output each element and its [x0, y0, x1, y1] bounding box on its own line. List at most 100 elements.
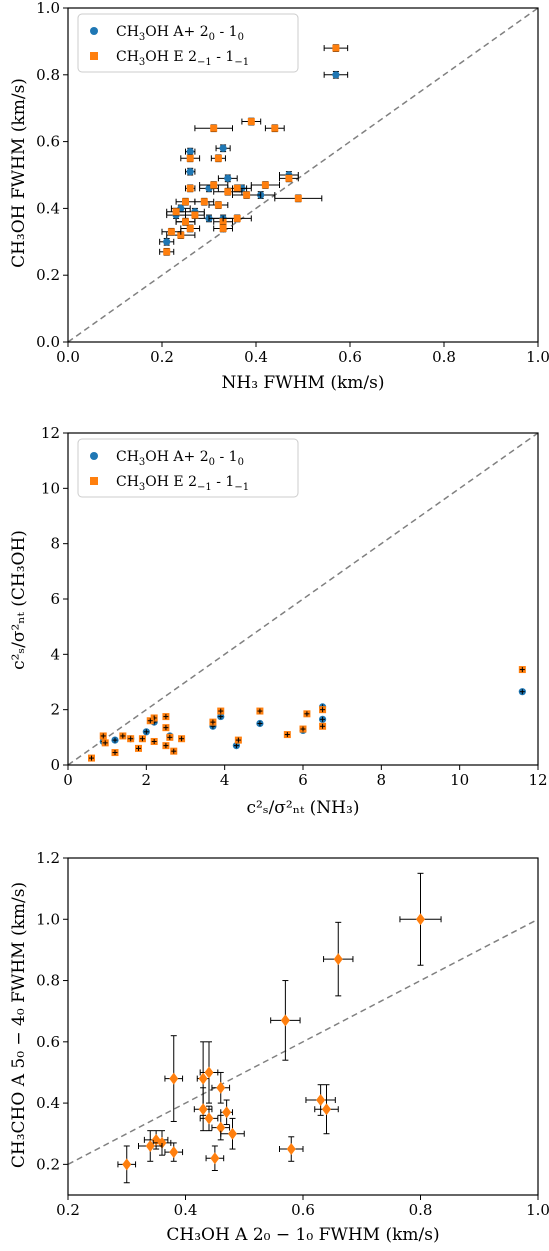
square-marker — [224, 188, 232, 196]
circle-marker — [219, 144, 227, 152]
panel-1-x-tick-label: 0.0 — [56, 348, 80, 366]
panel-1-x-tick-label: 1.0 — [526, 348, 549, 366]
panel-3-series-1-point — [279, 1136, 304, 1162]
panel-3-x-tick-label: 1.0 — [526, 1201, 549, 1219]
square-marker — [214, 201, 222, 209]
diamond-marker — [204, 1066, 214, 1079]
panel-1-series-2-point — [250, 181, 280, 189]
square-marker — [210, 124, 218, 132]
panel-2-series-2-point — [138, 735, 146, 743]
panel-3-series-1-point — [205, 1145, 225, 1171]
panel-2-legend-entry: CH3OH A+ 20 - 10 — [116, 449, 244, 468]
panel-2-series-2-point — [319, 706, 327, 714]
panel-1-axes-frame — [67, 7, 539, 343]
panel-2-x-tick-label: 8 — [377, 771, 387, 789]
panel-2-series-1-point — [142, 728, 150, 736]
diamond-marker — [198, 1072, 208, 1085]
panel-2-series-2-point — [99, 732, 107, 740]
panel-2-y-tick-label: 12 — [41, 424, 60, 442]
panel-2-y-tick-label: 0 — [50, 756, 60, 774]
panel-1-series-2-point — [161, 227, 182, 236]
panel-1-series-2-point — [323, 44, 349, 52]
square-marker — [167, 228, 175, 236]
panel-2-legend-square-swatch — [90, 477, 98, 485]
square-marker — [219, 224, 227, 232]
square-marker — [172, 208, 180, 216]
panel-2-series-1-point — [111, 736, 119, 744]
panel-2-series-2-point — [217, 707, 225, 715]
panel-1-fwhm-comparison: NH₃ FWHM (km/s) CH₃OH FWHM (km/s) 0.0 0.2… — [9, 0, 549, 393]
panel-1-x-tick-label: 0.2 — [150, 348, 174, 366]
panel-2-x-tick-label: 2 — [142, 771, 152, 789]
panel-1-series-2-point — [180, 154, 201, 163]
panel-2-series-2-point — [283, 731, 291, 739]
panel-1-y-tick-label: 0.6 — [36, 133, 60, 151]
panel-1-series-2-point — [185, 184, 196, 193]
square-marker — [294, 194, 302, 202]
panel-2-series-2-point — [150, 737, 158, 745]
panel-1-series-2-point — [222, 214, 252, 223]
panel-3-series-1-point — [305, 1084, 336, 1116]
panel-3-ch3cho-vs-ch3oh: CH₃OH A 2₀ − 1₀ FWHM (km/s) CH₃CHO A 5₀ … — [9, 849, 549, 1245]
square-marker — [191, 211, 199, 219]
panel-3-series-1-point — [164, 1142, 184, 1162]
diamond-marker — [316, 1094, 326, 1107]
panel-2-series-2-point — [127, 735, 135, 743]
panel-3-x-tick-label: 0.2 — [56, 1201, 80, 1219]
panel-2-series-2-point — [135, 744, 142, 752]
panel-1-y-tick-label: 0.4 — [36, 199, 60, 217]
panel-1-series-2-point — [166, 207, 186, 216]
square-marker — [177, 231, 185, 239]
panel-2-series-1-point — [217, 712, 225, 721]
diamond-marker — [416, 913, 425, 926]
panel-3-series-1-point — [138, 1130, 163, 1162]
panel-3-x-axis-label: CH₃OH A 2₀ − 1₀ FWHM (km/s) — [166, 1225, 439, 1245]
panel-2-x-tick-label: 12 — [528, 771, 547, 789]
diamond-marker — [286, 1143, 296, 1156]
panel-1-series-2-point — [194, 124, 233, 133]
panel-1-series-2-point — [208, 201, 229, 209]
panel-2-series-2-point — [303, 710, 311, 718]
circle-marker — [186, 148, 194, 156]
panel-2-series-2-point — [209, 718, 217, 726]
panel-2-series-1-point — [518, 688, 526, 696]
panel-3-y-tick-label: 1.0 — [36, 910, 60, 928]
diamond-marker — [210, 1152, 220, 1165]
panel-1-y-axis-label: CH₃OH FWHM (km/s) — [9, 78, 29, 268]
panel-3-y-tick-label: 1.2 — [36, 849, 60, 867]
diamond-marker — [322, 1103, 331, 1116]
square-marker — [210, 181, 218, 189]
panel-3-series-1-point — [220, 1099, 233, 1126]
panel-1-legend-entry: CH3OH A+ 20 - 10 — [116, 24, 244, 43]
square-marker — [219, 218, 227, 226]
panel-2-series-2-point — [319, 722, 327, 730]
panel-2-y-tick-label: 10 — [41, 479, 60, 497]
panel-2-series-2-point — [518, 666, 526, 674]
panel-1-legend-box — [77, 13, 299, 73]
panel-2-series-2-point — [166, 733, 174, 741]
panel-1-series-2-point — [279, 174, 299, 183]
square-marker — [186, 154, 194, 162]
square-marker — [247, 118, 255, 126]
panel-2-series-1-point — [232, 742, 241, 750]
diamond-marker — [198, 1103, 208, 1116]
diamond-marker — [228, 1127, 237, 1140]
circle-marker — [224, 174, 232, 182]
panel-1-series-2-point — [199, 181, 229, 189]
panel-2-x-axis-label: c²ₛ/σ²ₙₜ (NH₃) — [247, 798, 360, 818]
panel-3-series-1-point — [117, 1145, 137, 1184]
panel-3-x-tick-label: 0.6 — [291, 1201, 315, 1219]
panel-2-y-axis-label: c²ₛ/σ²ₙₜ (CH₃OH) — [9, 530, 29, 670]
panel-2-ratio-comparison: c²ₛ/σ²ₙₜ (NH₃) c²ₛ/σ²ₙₜ (CH₃OH) 0 2 4 6 8 10 1… — [9, 424, 548, 818]
panel-3-y-tick-label: 0.6 — [36, 1033, 60, 1051]
panel-2-series-2-point — [101, 739, 109, 747]
panel-3-series-1-point — [193, 1087, 213, 1132]
square-marker — [332, 44, 340, 52]
panel-1-y-tick-label: 1.0 — [36, 0, 60, 17]
panel-3-series-1-point — [314, 1084, 339, 1135]
panel-1-series-2-point — [274, 194, 323, 203]
circle-marker — [332, 71, 340, 79]
panel-2-y-tick-label: 2 — [50, 701, 60, 719]
panel-1-series-1-point — [185, 147, 196, 156]
